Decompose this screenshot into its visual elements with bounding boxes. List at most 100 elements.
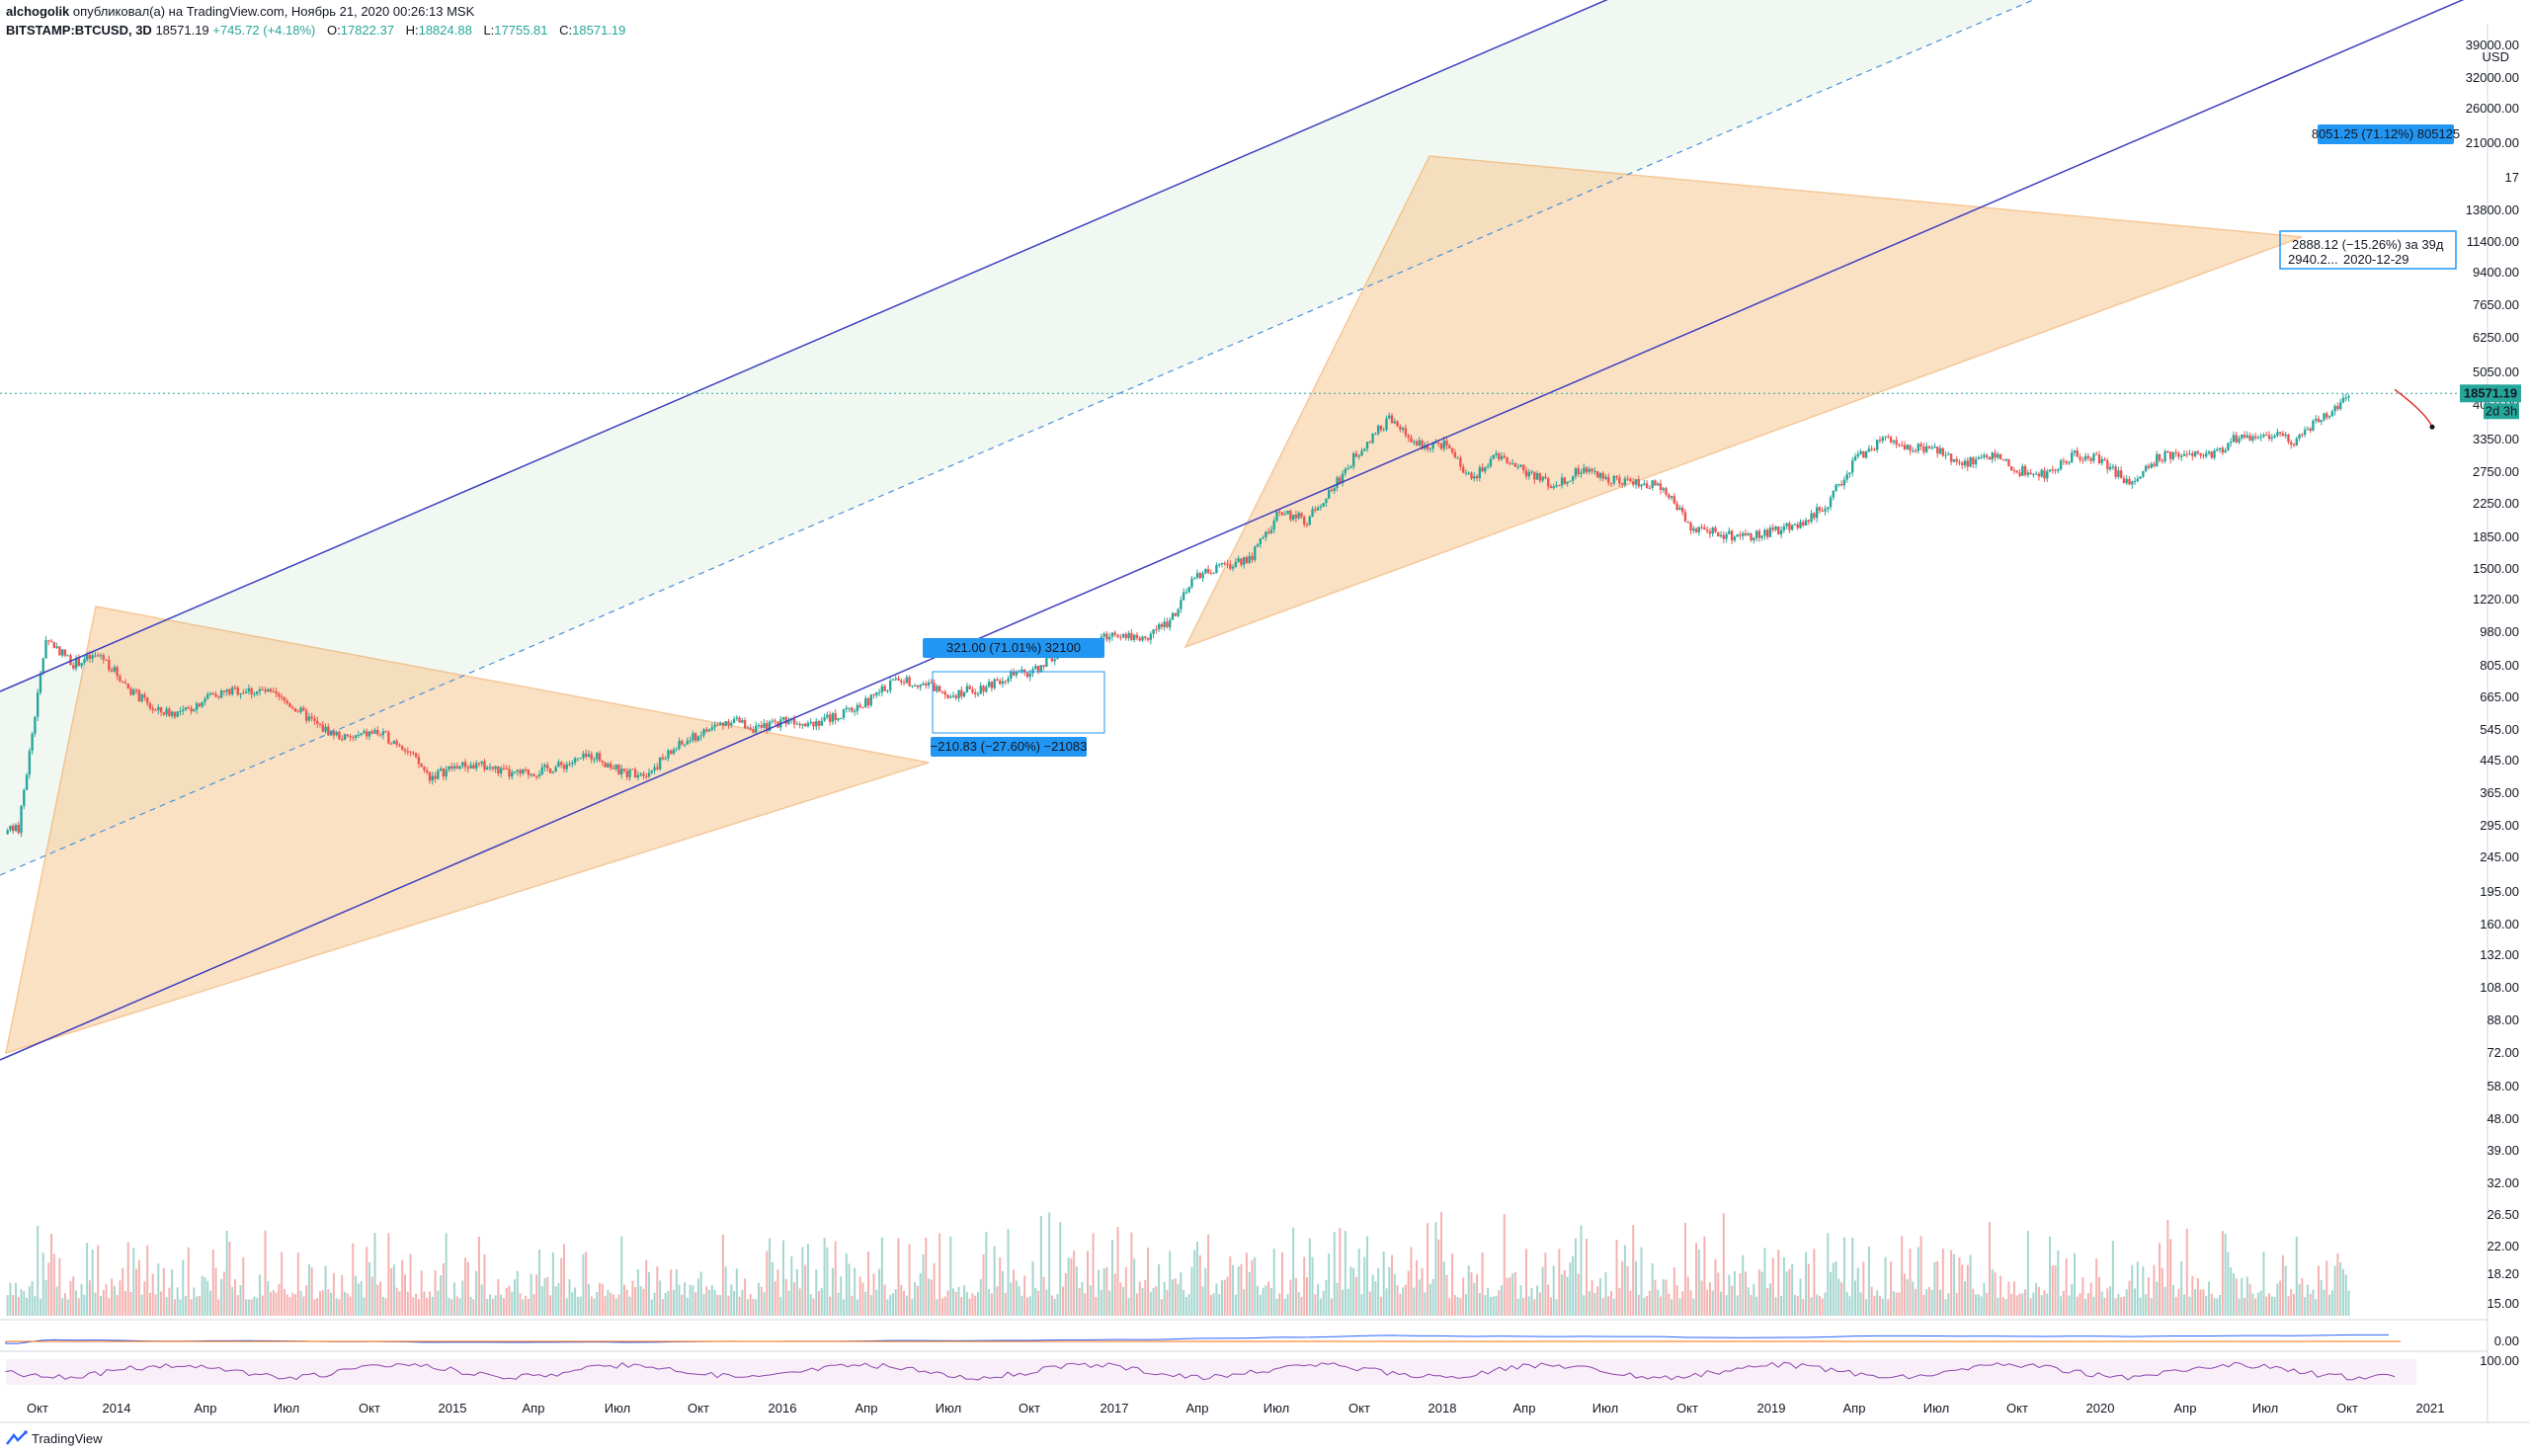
volume-bar xyxy=(1610,1291,1613,1316)
volume-bar xyxy=(357,1283,360,1316)
candle-body xyxy=(1376,425,1380,435)
volume-bar xyxy=(1416,1259,1418,1316)
candle-body xyxy=(2270,437,2273,440)
candle-body xyxy=(2007,458,2010,466)
candle-body xyxy=(1588,468,1591,472)
volume-bar xyxy=(291,1292,294,1316)
volume-bar xyxy=(1004,1292,1007,1316)
candle-body xyxy=(1961,462,1964,465)
candle-body xyxy=(1473,476,1476,479)
volume-bar xyxy=(1100,1289,1102,1316)
candle-body xyxy=(20,805,23,834)
volume-bar xyxy=(316,1298,319,1316)
volume-bar xyxy=(420,1270,423,1316)
candle-body xyxy=(1733,536,1737,541)
high-label: H: xyxy=(405,23,419,38)
candle-body xyxy=(1612,476,1615,484)
candle-body xyxy=(527,769,530,775)
last-price-tag xyxy=(2460,384,2521,403)
time-tick-label: Окт xyxy=(359,1401,380,1416)
volume-bar xyxy=(256,1297,259,1316)
footer-brand[interactable]: TradingView xyxy=(6,1430,103,1446)
volume-bar xyxy=(514,1279,517,1316)
candle-body xyxy=(851,707,854,712)
volume-bar xyxy=(1997,1297,1999,1316)
volume-bar xyxy=(2139,1297,2142,1316)
measure-label: −210.83 (−27.60%) −21083 xyxy=(931,739,1088,754)
author-name[interactable]: alchogolik xyxy=(6,4,70,19)
candle-body xyxy=(423,767,426,770)
volume-bar xyxy=(143,1281,146,1316)
candle-body xyxy=(1240,558,1243,565)
volume-bar xyxy=(1593,1292,1596,1316)
volume-bar xyxy=(1538,1292,1541,1316)
candle-body xyxy=(763,723,766,728)
volume-bar xyxy=(1184,1297,1187,1316)
candle-body xyxy=(1314,509,1317,511)
volume-bar xyxy=(1269,1287,1272,1316)
candle-body xyxy=(1388,415,1391,419)
volume-bar xyxy=(2037,1286,2040,1316)
candle-body xyxy=(702,729,705,736)
time-tick-label: Апр xyxy=(2174,1401,2197,1416)
candle-body xyxy=(332,730,336,736)
volume-bar xyxy=(86,1243,89,1316)
volume-bar xyxy=(576,1297,579,1316)
volume-bar xyxy=(2336,1253,2339,1316)
volume-bar xyxy=(338,1299,341,1316)
candle-body xyxy=(1853,456,1857,461)
candle-body xyxy=(2323,413,2325,421)
symbol-name[interactable]: BITSTAMP:BTCUSD, 3D xyxy=(6,23,152,38)
time-tick-label: Окт xyxy=(688,1401,709,1416)
volume-bar xyxy=(2111,1241,2114,1316)
candle-body xyxy=(486,767,489,770)
candle-body xyxy=(1278,511,1281,513)
candle-body xyxy=(916,685,920,688)
candle-body xyxy=(91,655,94,659)
candle-body xyxy=(1941,447,1944,456)
candle-body xyxy=(576,758,580,760)
candle-body xyxy=(2312,420,2315,432)
volume-bar xyxy=(220,1278,223,1316)
volume-bar xyxy=(1138,1281,1141,1316)
candle-body xyxy=(1662,488,1665,491)
volume-bar xyxy=(1031,1260,1034,1316)
candle-body xyxy=(102,655,105,660)
volume-bar xyxy=(2166,1219,2169,1316)
volume-bar xyxy=(551,1252,554,1316)
candle-body xyxy=(1141,636,1144,641)
candle-body xyxy=(1470,472,1473,479)
volume-bar xyxy=(1297,1291,1300,1316)
volume-bar xyxy=(2051,1265,2054,1316)
volume-bar xyxy=(982,1254,985,1316)
volume-bar xyxy=(1357,1249,1360,1316)
volume-bar xyxy=(1785,1271,1788,1316)
candle-body xyxy=(1739,534,1742,536)
volume-bar xyxy=(1780,1295,1783,1316)
volume-bar xyxy=(634,1286,637,1316)
candle-body xyxy=(1325,498,1328,504)
candle-body xyxy=(532,773,535,776)
candle-body xyxy=(264,689,267,692)
candle-body xyxy=(173,711,177,717)
candle-body xyxy=(579,758,582,760)
candle-body xyxy=(689,740,692,742)
candle-body xyxy=(1927,445,1931,448)
volume-bar xyxy=(123,1291,126,1316)
volume-bar xyxy=(2207,1281,2210,1316)
volume-bar xyxy=(6,1295,9,1316)
volume-bar xyxy=(1462,1277,1465,1316)
volume-bar xyxy=(954,1291,957,1316)
volume-bar xyxy=(864,1291,867,1316)
candle-body xyxy=(557,762,560,768)
candle-body xyxy=(1223,563,1226,565)
candle-body xyxy=(2018,472,2021,476)
volume-bar xyxy=(1683,1222,1686,1316)
candle-body xyxy=(2317,418,2321,423)
candle-body xyxy=(1668,494,1671,498)
volume-bar xyxy=(1391,1254,1394,1316)
candle-body xyxy=(2163,450,2166,461)
volume-bar xyxy=(1067,1257,1070,1316)
volume-bar xyxy=(771,1261,774,1316)
